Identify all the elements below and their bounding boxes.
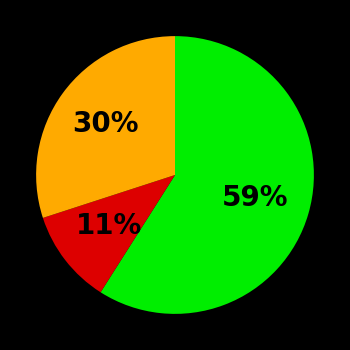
Wedge shape bbox=[100, 36, 314, 314]
Text: 11%: 11% bbox=[76, 212, 142, 240]
Wedge shape bbox=[36, 36, 175, 218]
Text: 59%: 59% bbox=[222, 184, 288, 212]
Wedge shape bbox=[43, 175, 175, 292]
Text: 30%: 30% bbox=[72, 110, 139, 138]
